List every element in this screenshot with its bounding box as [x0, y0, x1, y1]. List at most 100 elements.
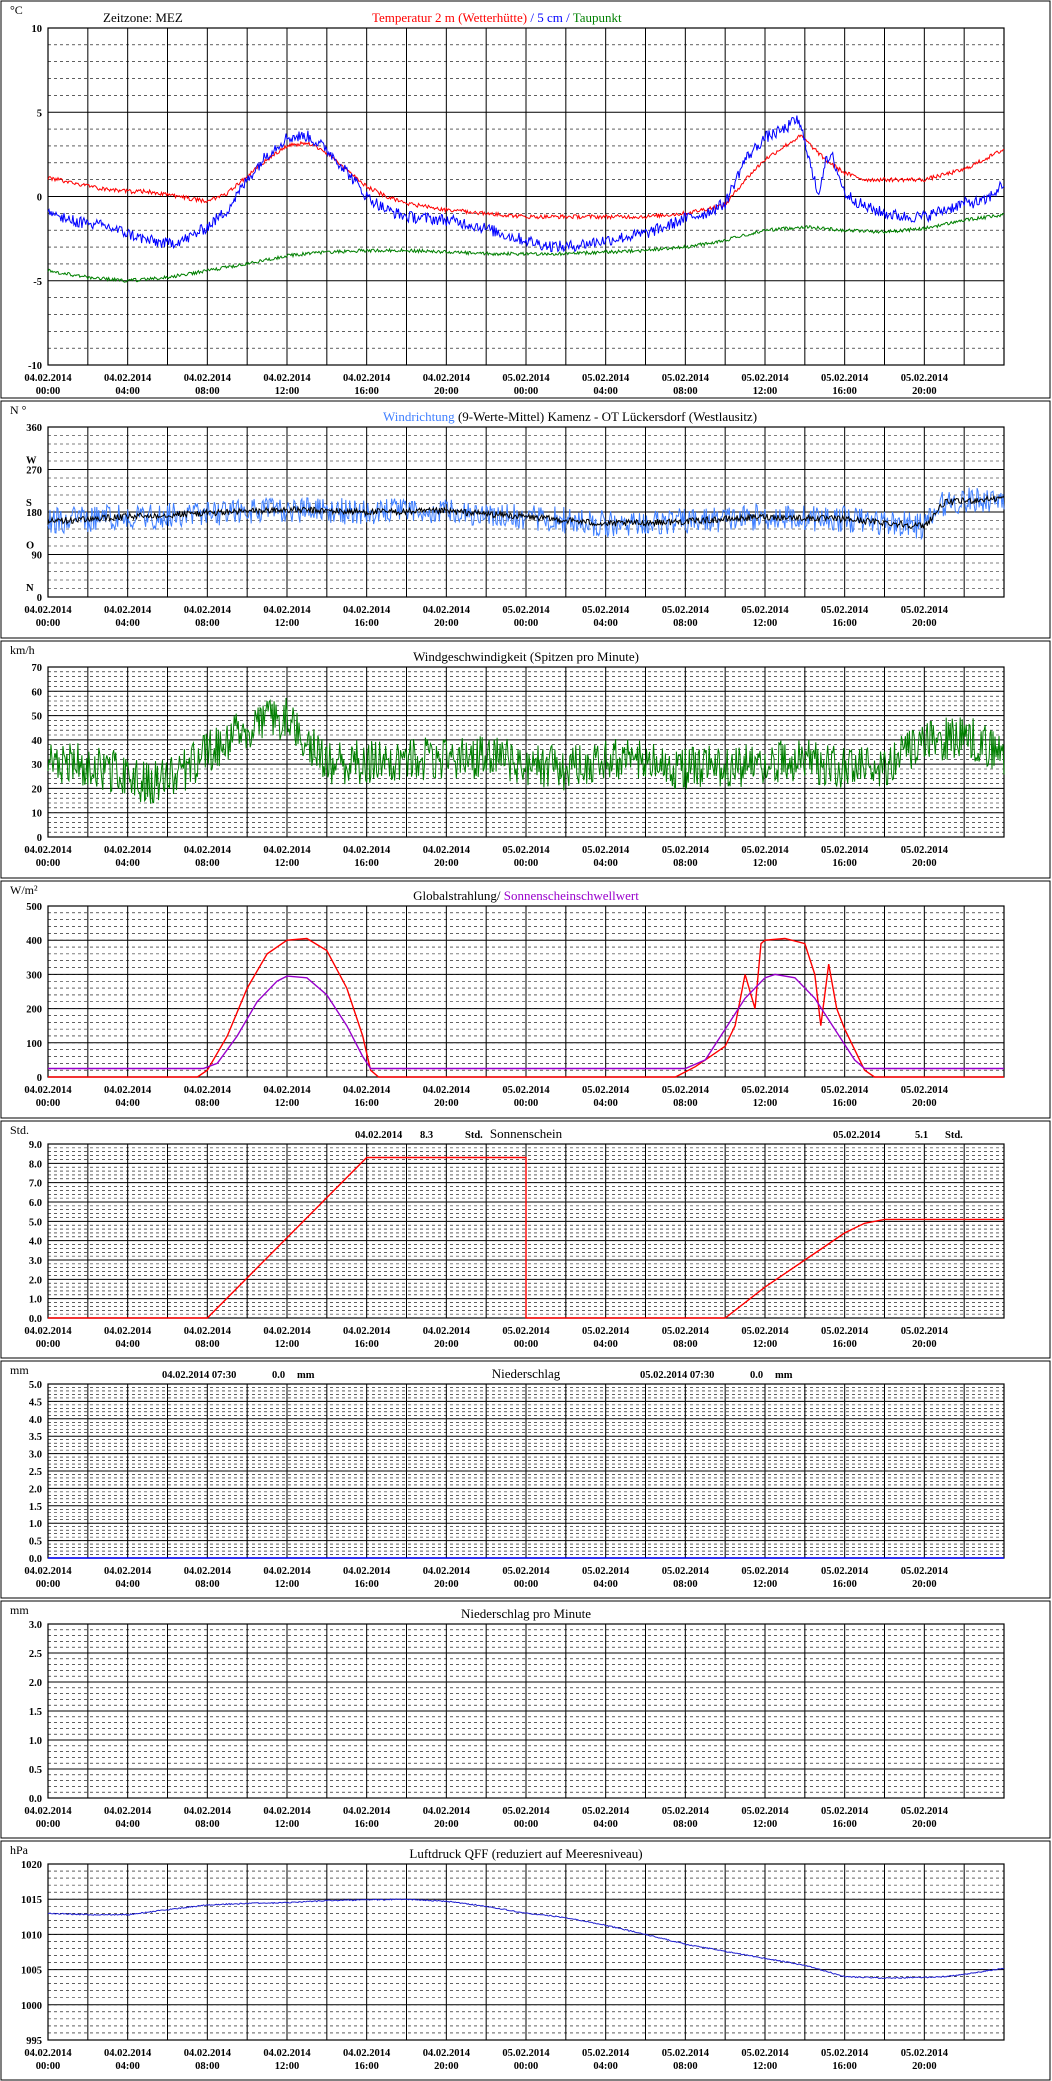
- x-tick-time: 12:00: [753, 1579, 778, 1590]
- x-tick-time: 00:00: [514, 618, 539, 629]
- y-tick-label: 100: [26, 1039, 42, 1050]
- panel-frame: [0, 1600, 1051, 1839]
- x-tick-time: 08:00: [673, 1339, 698, 1350]
- x-tick-time: 16:00: [832, 1339, 857, 1350]
- x-tick-date: 05.02.2014: [662, 1566, 710, 1577]
- day-total-unit: Std.: [465, 1130, 483, 1141]
- x-tick-date: 04.02.2014: [263, 2048, 311, 2059]
- chart-title: Temperatur 2 m (Wetterhütte) / 5 cm / Ta…: [372, 10, 622, 25]
- x-tick-time: 00:00: [514, 386, 539, 397]
- title-part: Temperatur 2 m (Wetterhütte): [372, 10, 527, 25]
- x-tick-date: 04.02.2014: [104, 845, 152, 856]
- title-part: Niederschlag: [492, 1366, 561, 1381]
- x-tick-date: 04.02.2014: [423, 1566, 471, 1577]
- panel-windspeed: 70605040302010004.02.201400:0004.02.2014…: [0, 640, 1051, 879]
- unit-label: mm: [10, 1603, 29, 1617]
- series-line: [48, 1898, 1005, 1980]
- x-tick-date: 04.02.2014: [24, 1566, 72, 1577]
- y-tick-label: 6.0: [29, 1198, 42, 1209]
- unit-label: °C: [10, 3, 23, 17]
- x-tick-time: 00:00: [514, 2061, 539, 2072]
- x-tick-time: 20:00: [434, 2061, 459, 2072]
- panel-frame: [0, 0, 1051, 399]
- x-tick-date: 04.02.2014: [423, 373, 471, 384]
- vertical-grid: [87, 906, 965, 1077]
- x-tick-date: 04.02.2014: [184, 2048, 232, 2059]
- series-line: [47, 697, 1005, 804]
- day-total-value: 0.0: [272, 1370, 285, 1381]
- x-tick-date: 04.02.2014: [343, 1566, 391, 1577]
- x-tick-time: 00:00: [36, 858, 61, 869]
- x-tick-time: 16:00: [832, 618, 857, 629]
- series-line: [47, 213, 1005, 283]
- timezone-label: Zeitzone: MEZ: [103, 10, 183, 25]
- title-part: Sonnenschein: [490, 1126, 563, 1141]
- x-tick-date: 04.02.2014: [104, 373, 152, 384]
- x-tick-time: 04:00: [115, 1098, 140, 1109]
- x-tick-date: 05.02.2014: [502, 1566, 550, 1577]
- x-tick-date: 04.02.2014: [343, 1085, 391, 1096]
- x-tick-time: 20:00: [912, 1098, 937, 1109]
- x-tick-date: 05.02.2014: [901, 373, 949, 384]
- x-tick-date: 05.02.2014: [582, 1806, 630, 1817]
- compass-label: W: [26, 456, 37, 467]
- y-tick-label: 8.0: [29, 1159, 42, 1170]
- y-tick-label: -5: [33, 277, 42, 288]
- x-tick-time: 08:00: [673, 858, 698, 869]
- y-tick-label: 70: [32, 663, 43, 674]
- x-tick-time: 16:00: [354, 1819, 379, 1830]
- x-tick-date: 04.02.2014: [104, 1806, 152, 1817]
- y-tick-label: 1.5: [29, 1502, 42, 1513]
- x-tick-time: 04:00: [593, 386, 618, 397]
- x-tick-date: 05.02.2014: [901, 605, 949, 616]
- title-part: 5 cm: [537, 10, 563, 25]
- series-line: [48, 973, 1004, 1070]
- x-tick-date: 04.02.2014: [423, 1085, 471, 1096]
- panel-pressure: 1020101510101005100099504.02.201400:0004…: [0, 1840, 1051, 2081]
- panel-precip: 5.04.54.03.53.02.52.01.51.00.50.004.02.2…: [0, 1360, 1051, 1599]
- y-tick-label: 4.5: [29, 1397, 42, 1408]
- x-tick-date: 04.02.2014: [263, 373, 311, 384]
- y-tick-label: 0.0: [29, 1314, 42, 1325]
- unit-label: mm: [10, 1363, 29, 1377]
- x-tick-date: 04.02.2014: [263, 605, 311, 616]
- x-tick-date: 04.02.2014: [184, 1806, 232, 1817]
- x-tick-date: 05.02.2014: [821, 1566, 869, 1577]
- y-tick-label: -10: [28, 361, 42, 372]
- x-tick-date: 04.02.2014: [104, 605, 152, 616]
- x-tick-time: 12:00: [275, 1339, 300, 1350]
- y-tick-label: 1005: [21, 1966, 42, 1977]
- y-tick-label: 1.0: [29, 1519, 42, 1530]
- y-tick-label: 1.5: [29, 1707, 42, 1718]
- y-tick-label: 2.0: [29, 1484, 42, 1495]
- title-part: Sonnenscheinschwellwert: [504, 888, 639, 903]
- x-tick-time: 08:00: [673, 2061, 698, 2072]
- y-tick-label: 500: [26, 902, 42, 913]
- y-tick-label: 2.0: [29, 1678, 42, 1689]
- panel-frame: [0, 880, 1051, 1119]
- x-tick-time: 00:00: [36, 1819, 61, 1830]
- y-tick-label: 300: [26, 970, 42, 981]
- y-tick-label: 50: [32, 712, 43, 723]
- x-tick-date: 04.02.2014: [343, 845, 391, 856]
- y-tick-label: 60: [32, 687, 43, 698]
- y-tick-label: 1.0: [29, 1295, 42, 1306]
- x-tick-time: 12:00: [753, 1819, 778, 1830]
- x-tick-date: 04.02.2014: [104, 1566, 152, 1577]
- x-tick-time: 16:00: [832, 1098, 857, 1109]
- vertical-grid: [87, 1864, 965, 2040]
- x-tick-time: 04:00: [115, 858, 140, 869]
- x-tick-date: 04.02.2014: [343, 373, 391, 384]
- x-tick-date: 04.02.2014: [343, 1806, 391, 1817]
- x-tick-date: 04.02.2014: [24, 1085, 72, 1096]
- x-tick-date: 04.02.2014: [184, 605, 232, 616]
- x-tick-time: 20:00: [434, 386, 459, 397]
- x-tick-date: 05.02.2014: [662, 845, 710, 856]
- chart-title: Sonnenschein: [490, 1126, 563, 1141]
- day-total-unit: mm: [297, 1370, 315, 1381]
- x-tick-time: 08:00: [195, 1339, 220, 1350]
- x-tick-time: 00:00: [36, 386, 61, 397]
- x-tick-date: 05.02.2014: [901, 1085, 949, 1096]
- series-line: [47, 115, 1005, 253]
